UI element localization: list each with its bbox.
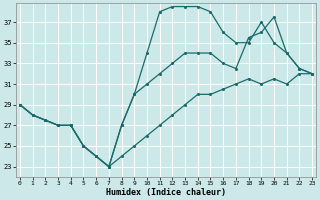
X-axis label: Humidex (Indice chaleur): Humidex (Indice chaleur) xyxy=(106,188,226,197)
